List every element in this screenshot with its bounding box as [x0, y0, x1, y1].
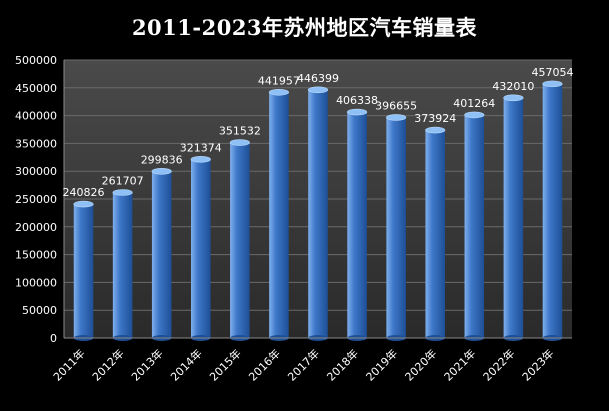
- bar-body: [503, 97, 524, 339]
- x-tick-label: 2013年: [128, 346, 165, 383]
- bar-cap: [307, 86, 329, 94]
- y-tick-label: 400000: [15, 110, 57, 123]
- bar-body: [347, 112, 367, 338]
- y-tick-label: 300000: [15, 165, 57, 178]
- data-label: 240826: [63, 186, 105, 199]
- bar: [347, 108, 368, 341]
- y-tick-label: 500000: [15, 54, 57, 67]
- bar: [386, 114, 407, 341]
- bar: [307, 86, 329, 341]
- data-label: 299836: [141, 153, 183, 166]
- bar-cap: [190, 156, 211, 163]
- bar-cap: [503, 94, 524, 102]
- bar-cap: [425, 126, 446, 134]
- bar-cap: [386, 114, 407, 121]
- bar-body: [230, 142, 250, 338]
- x-axis: 2011年 2012年 2013年 2014年 2015年 2016年 2017年 2018年…: [50, 337, 572, 384]
- bar-cap: [464, 111, 485, 119]
- x-tick-label: 2017年: [285, 346, 322, 383]
- bar-cap: [542, 80, 563, 88]
- x-tick-label: 2020年: [402, 346, 439, 383]
- y-tick-label: 450000: [15, 82, 57, 95]
- bar-cap: [268, 88, 289, 96]
- bar: [73, 200, 94, 341]
- y-tick-label: 350000: [15, 137, 57, 150]
- data-label: 396655: [375, 99, 417, 112]
- bar-body: [191, 159, 211, 338]
- y-tick-label: 50000: [22, 304, 57, 317]
- bar-body: [308, 89, 328, 338]
- bar-cap: [151, 167, 172, 175]
- x-tick-label: 2016年: [246, 346, 283, 383]
- y-tick-label: 150000: [15, 249, 57, 262]
- bar-cap: [347, 108, 368, 116]
- bar-body: [542, 83, 563, 338]
- bar: [464, 111, 485, 341]
- y-axis: 0 50000 100000 150000 200000 250000 300000 3500…: [15, 54, 65, 345]
- bar: [151, 167, 172, 341]
- data-label: 373924: [414, 112, 456, 125]
- x-tick-label: 2014年: [167, 346, 204, 383]
- chart-title: 2011-2023年苏州地区汽车销量表: [131, 15, 478, 40]
- data-label: 457054: [531, 66, 573, 79]
- y-tick-label: 100000: [15, 276, 57, 289]
- data-label: 321374: [180, 141, 222, 154]
- bar: [112, 189, 133, 341]
- x-tick-label: 2011年: [50, 346, 87, 383]
- bar-body: [269, 92, 289, 338]
- x-tick-label: 2021年: [441, 346, 478, 383]
- data-label: 351532: [219, 125, 261, 138]
- bar: [229, 139, 250, 341]
- y-tick-label: 200000: [15, 221, 57, 234]
- bar-cap: [73, 200, 94, 208]
- bar-cap: [229, 139, 250, 146]
- data-label: 401264: [453, 97, 495, 110]
- x-tick-label: 2022年: [480, 346, 517, 383]
- bar-body: [425, 130, 445, 338]
- x-tick-label: 2012年: [89, 346, 126, 383]
- data-label: 432010: [492, 80, 534, 93]
- x-tick-label: 2015年: [206, 346, 243, 383]
- bar: [503, 94, 524, 341]
- bar-body: [464, 114, 485, 338]
- bars: [73, 80, 563, 341]
- y-tick-label: 0: [50, 332, 57, 345]
- bar: [425, 126, 446, 341]
- bar-body: [112, 192, 133, 338]
- bar-cap: [112, 189, 133, 196]
- bar: [190, 156, 211, 341]
- x-tick-label: 2023年: [519, 346, 556, 383]
- data-label: 446399: [297, 72, 339, 85]
- x-tick-label: 2019年: [363, 346, 400, 383]
- data-label: 406338: [336, 94, 378, 107]
- bar-body: [73, 204, 94, 338]
- data-label: 261707: [102, 174, 144, 187]
- y-tick-label: 250000: [15, 193, 57, 206]
- bar: [542, 80, 563, 341]
- x-tick-label: 2018年: [324, 346, 361, 383]
- bar: [268, 88, 289, 341]
- bar-body: [151, 171, 172, 338]
- bar-body: [386, 117, 406, 338]
- data-label: 441957: [258, 74, 300, 87]
